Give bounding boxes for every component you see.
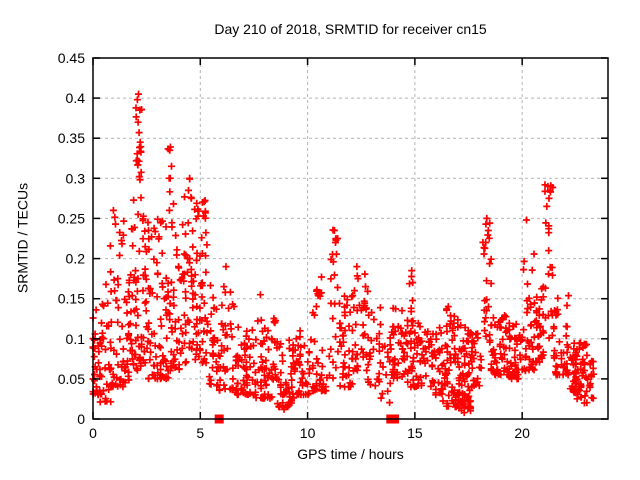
scatter-plus-markers: [89, 90, 598, 417]
y-tick-labels: 0 0.05 0.1 0.15 0.2 0.25 0.3 0.35 0.4 0.45: [58, 50, 85, 427]
tick-marks: [92, 57, 608, 420]
x-tick-labels: 0 5 10 15 20: [89, 425, 530, 441]
x-axis-label: GPS time / hours: [297, 446, 404, 462]
x-tick-label: 10: [300, 425, 316, 441]
y-tick-label: 0.3: [66, 170, 86, 186]
y-tick-label: 0.2: [66, 251, 86, 267]
y-tick-label: 0.15: [58, 291, 85, 307]
y-tick-label: 0.05: [58, 371, 85, 387]
plot-frame: [92, 57, 609, 420]
x-tick-label: 5: [196, 425, 204, 441]
y-tick-label: 0.35: [58, 130, 85, 146]
y-tick-label: 0: [77, 411, 85, 427]
y-tick-label: 0.45: [58, 50, 85, 66]
y-tick-label: 0.4: [66, 90, 86, 106]
y-tick-label: 0.1: [66, 331, 86, 347]
x-tick-label: 15: [407, 425, 423, 441]
x-tick-label: 0: [89, 425, 97, 441]
chart-title: Day 210 of 2018, SRMTID for receiver cn1…: [214, 21, 487, 37]
y-tick-label: 0.25: [58, 210, 85, 226]
x-tick-label: 20: [514, 425, 530, 441]
